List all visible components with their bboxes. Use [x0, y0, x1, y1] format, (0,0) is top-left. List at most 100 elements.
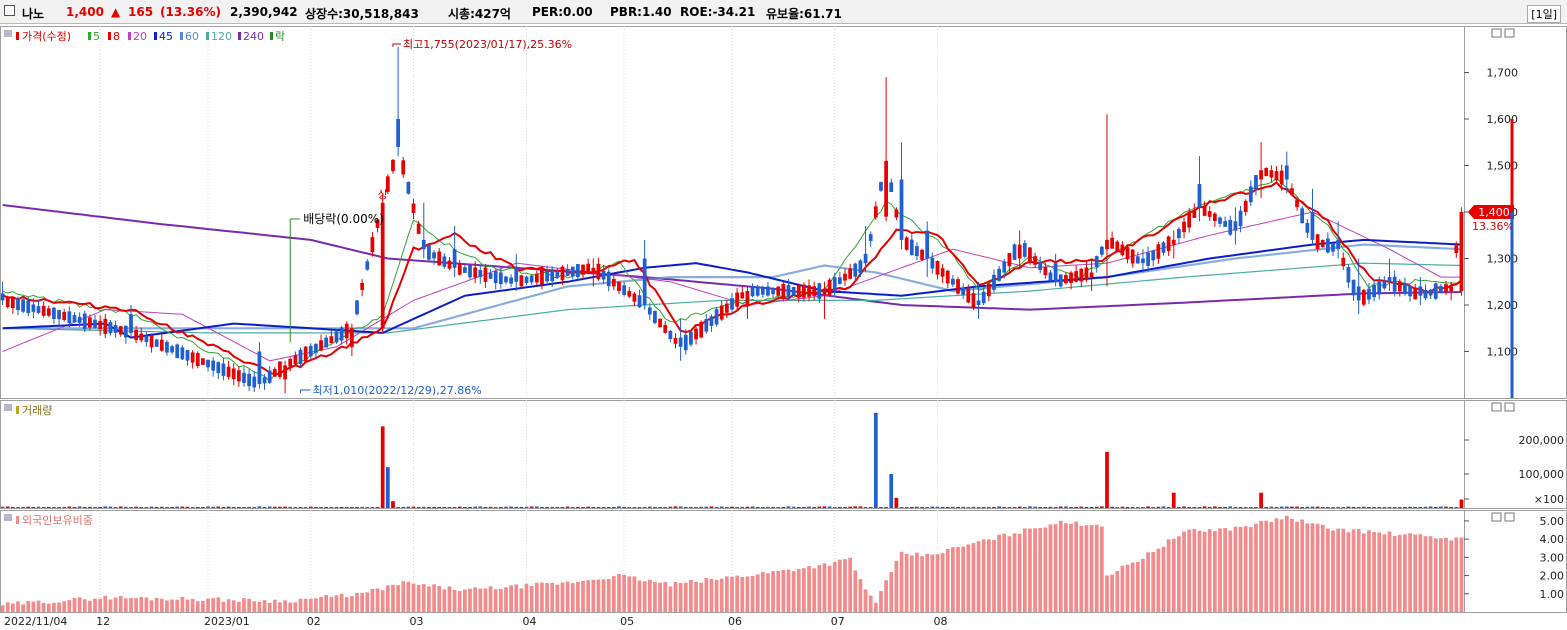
- legend-swatch-2: [128, 32, 131, 40]
- volume-bar: [185, 506, 190, 508]
- volume-bar: [159, 506, 164, 508]
- foreign-ratio-bar: [683, 582, 688, 612]
- foreign-tick-label: 2.00: [1540, 570, 1565, 583]
- foreign-ratio-bar: [385, 585, 390, 612]
- volume-bar: [1439, 506, 1443, 508]
- volume-bar: [940, 507, 945, 508]
- volume-bar: [976, 507, 981, 508]
- candle-body: [1392, 276, 1397, 292]
- volume-bar: [981, 507, 986, 508]
- foreign-ratio-bar: [1171, 538, 1176, 612]
- select-checkbox[interactable]: [4, 5, 15, 16]
- foreign-ratio-bar: [236, 601, 241, 612]
- volume-bar: [992, 506, 996, 508]
- foreign-ratio-bar: [1361, 533, 1366, 612]
- foreign-ratio-bar: [673, 581, 678, 612]
- candle-body: [1248, 186, 1253, 203]
- candle-body: [843, 273, 847, 281]
- legend-label-5: 120: [211, 30, 232, 43]
- candle-body: [591, 267, 596, 273]
- volume-bar: [144, 507, 149, 508]
- price-tick-label: 1,500: [1487, 160, 1519, 173]
- candle-body: [894, 209, 899, 218]
- foreign-ratio-bar: [909, 555, 914, 612]
- candle-body: [1305, 222, 1310, 233]
- foreign-ratio-bar: [1248, 527, 1253, 612]
- foreign-ratio-bar: [1110, 574, 1114, 612]
- foreign-panel-minimize-icon: [1491, 512, 1502, 522]
- candle-body: [375, 219, 380, 228]
- candle-body: [1161, 242, 1166, 253]
- candle-body: [216, 362, 221, 374]
- volume-bar: [786, 506, 791, 508]
- high-marker-arrow: [392, 43, 401, 47]
- candle-body: [1048, 272, 1053, 281]
- foreign-ratio-bar: [308, 598, 313, 612]
- pbr-value: PBR:1.40: [610, 5, 672, 19]
- foreign-ratio-bar: [1115, 571, 1120, 612]
- candle-body: [139, 333, 144, 341]
- candle-body: [1151, 250, 1156, 261]
- candle-body: [663, 324, 668, 333]
- roe-value: ROE:-34.21: [680, 5, 756, 19]
- volume-bar: [1248, 507, 1253, 508]
- foreign-ratio-bar: [750, 575, 755, 612]
- volume-bar: [165, 507, 169, 508]
- volume-bar: [1130, 507, 1135, 508]
- candle-body: [504, 276, 508, 283]
- candle-body: [951, 278, 955, 285]
- foreign-ratio-bar: [1099, 526, 1104, 612]
- volume-bar: [437, 507, 442, 508]
- candle-body: [370, 237, 375, 253]
- candle-body: [1099, 246, 1104, 255]
- price-tick-label: 1,700: [1487, 67, 1519, 80]
- volume-bar: [519, 507, 524, 508]
- volume-bar: [1372, 507, 1376, 508]
- candle-body: [1428, 289, 1433, 296]
- volume-bar: [154, 506, 159, 508]
- listed-shares: 상장수:30,518,843: [305, 7, 419, 21]
- volume-bar: [1099, 506, 1104, 508]
- low-marker-arrow: [300, 389, 311, 394]
- candle-body: [344, 323, 349, 339]
- foreign-ratio-bar: [170, 599, 174, 612]
- dividend-label: 배당락(0.00%): [303, 212, 384, 226]
- stock-name: 나노: [22, 7, 45, 21]
- legend-swatch-4: [180, 32, 183, 40]
- volume-bar: [1223, 507, 1228, 508]
- foreign-ratio-bar: [1094, 524, 1099, 612]
- legend-swatch-5: [206, 32, 209, 40]
- foreign-ratio-bar: [67, 599, 72, 612]
- foreign-ratio-bar: [278, 602, 282, 612]
- volume-bar: [170, 507, 174, 508]
- candle-body: [432, 252, 436, 259]
- candle-body: [986, 283, 991, 297]
- volume-bar: [1418, 506, 1423, 508]
- foreign-ratio-bar: [288, 602, 293, 612]
- volume-bar: [1290, 506, 1294, 508]
- candle-body: [1459, 212, 1464, 292]
- volume-bar: [848, 506, 853, 508]
- foreign-ratio-bar: [915, 552, 919, 612]
- foreign-ratio-bar: [93, 598, 97, 612]
- candle-body: [1243, 200, 1248, 212]
- volume-bar: [123, 506, 128, 508]
- candle-body: [1033, 256, 1037, 265]
- foreign-ratio-bar: [1156, 548, 1161, 612]
- volume-bar: [247, 506, 252, 508]
- volume-bar: [904, 507, 909, 508]
- candle-body: [195, 353, 200, 366]
- low-price-label: 최저1,010(2022/12/29),27.86%: [313, 384, 482, 397]
- candle-body: [540, 269, 544, 285]
- volume-bar: [82, 507, 87, 508]
- volume-bar: [262, 507, 267, 508]
- period-selector[interactable]: [1일]: [1527, 5, 1561, 23]
- volume-bar: [1192, 507, 1197, 508]
- volume-bar: [509, 506, 513, 508]
- foreign-ratio-bar: [545, 583, 549, 612]
- foreign-ratio-bar: [509, 585, 513, 612]
- volume-bar: [195, 507, 200, 508]
- foreign-ratio-bar: [740, 577, 745, 612]
- foreign-ratio-bar: [180, 596, 185, 612]
- foreign-ratio-bar: [894, 560, 899, 612]
